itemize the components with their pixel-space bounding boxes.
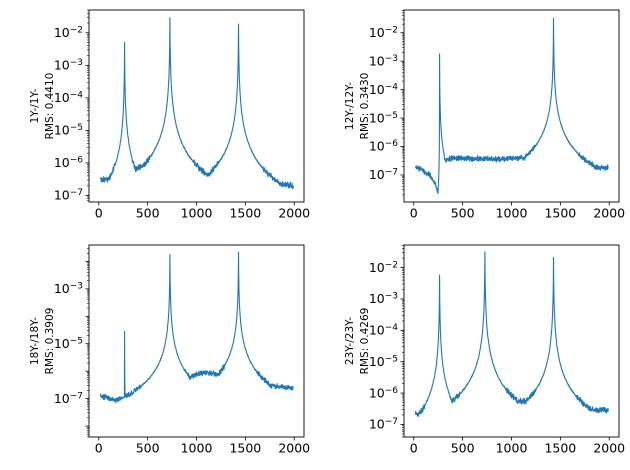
- y-tick-label: 10−3: [369, 291, 398, 306]
- series-name-label: 1Y-/1Y-: [29, 88, 41, 123]
- y-tick-label: 10−3: [369, 53, 398, 68]
- y-tick-label: 10−3: [54, 281, 83, 296]
- y-tick-label: 10−7: [54, 391, 83, 406]
- x-tick-label: 1500: [229, 441, 261, 456]
- x-axis-1y: 0 500 1000 1500 2000: [95, 202, 310, 221]
- x-tick-label: 1500: [544, 441, 576, 456]
- y-tick-label: 10−4: [54, 90, 83, 105]
- series-name-label: 23Y-/23Y-: [344, 317, 356, 365]
- y-axis-label-23y: 23Y-/23Y- RMS: 0.4269: [344, 308, 371, 375]
- x-tick-label: 2000: [278, 206, 310, 221]
- x-axis-23y: 0 500 1000 1500 2000: [410, 437, 625, 456]
- x-tick-label: 2000: [278, 441, 310, 456]
- rms-value-label: RMS: 0.4269: [359, 308, 371, 375]
- subplot-18y-plot: 10−7 10−5 10−3 0 500 1000 1500 2000 18Y-/18Y- RMS…: [29, 244, 310, 456]
- x-tick-label: 1500: [544, 206, 576, 221]
- y-axis-23y: 10−7 10−6 10−5 10−4 10−3 10−2: [369, 245, 404, 438]
- y-tick-label: 10−3: [54, 58, 83, 73]
- subplot-23y: 10−7 10−6 10−5 10−4 10−3 10−2 0 500 1000 1500 2000…: [315, 235, 630, 470]
- y-axis-12y: 10−7 10−6 10−5 10−4 10−3 10−2: [369, 10, 404, 196]
- y-tick-label: 10−4: [369, 323, 398, 338]
- x-tick-label: 2000: [593, 206, 625, 221]
- rms-value-label: RMS: 0.4410: [44, 73, 56, 140]
- axes-spines: [403, 9, 620, 203]
- y-tick-label: 10−7: [369, 167, 398, 182]
- y-tick-label: 10−5: [54, 336, 83, 351]
- y-tick-label: 10−7: [54, 188, 83, 203]
- y-tick-label: 10−4: [369, 82, 398, 97]
- subplot-12y-plot: 10−7 10−6 10−5 10−4 10−3 10−2 0 500 1000 1500 2000…: [344, 9, 625, 221]
- y-tick-label: 10−2: [369, 260, 398, 275]
- y-tick-label: 10−6: [369, 139, 398, 154]
- subplot-1y-plot: 10−7 10−6 10−5 10−4 10−3 10−2 0 500 1000 1500 2000…: [29, 9, 310, 221]
- x-tick-label: 500: [136, 206, 160, 221]
- x-axis-18y: 0 500 1000 1500 2000: [95, 437, 310, 456]
- x-tick-label: 1000: [181, 206, 213, 221]
- subplot-12y: 10−7 10−6 10−5 10−4 10−3 10−2 0 500 1000 1500 2000…: [315, 0, 630, 235]
- series-line-1y: [99, 17, 294, 190]
- x-tick-label: 500: [136, 441, 160, 456]
- series-name-label: 12Y-/12Y-: [344, 82, 356, 130]
- y-axis-1y: 10−7 10−6 10−5 10−4 10−3 10−2: [54, 9, 89, 203]
- axes-spines: [88, 9, 305, 203]
- x-tick-label: 0: [410, 441, 418, 456]
- series-name-label: 18Y-/18Y-: [29, 317, 41, 365]
- series-line-18y: [99, 251, 294, 404]
- y-tick-label: 10−5: [369, 354, 398, 369]
- subplot-23y-plot: 10−7 10−6 10−5 10−4 10−3 10−2 0 500 1000 1500 2000…: [344, 244, 625, 456]
- x-axis-12y: 0 500 1000 1500 2000: [410, 202, 625, 221]
- x-tick-label: 0: [95, 441, 103, 456]
- y-tick-label: 10−5: [369, 110, 398, 125]
- y-axis-18y: 10−7 10−5 10−3: [54, 248, 89, 438]
- y-axis-label-18y: 18Y-/18Y- RMS: 0.3909: [29, 308, 56, 375]
- rms-value-label: RMS: 0.3909: [44, 308, 56, 375]
- x-tick-label: 0: [410, 206, 418, 221]
- x-tick-label: 1000: [496, 441, 528, 456]
- y-axis-label-12y: 12Y-/12Y- RMS: 0.3430: [344, 73, 371, 140]
- rms-value-label: RMS: 0.3430: [359, 73, 371, 140]
- y-tick-label: 10−2: [54, 25, 83, 40]
- x-tick-label: 500: [451, 441, 475, 456]
- y-tick-label: 10−2: [369, 25, 398, 40]
- series-line-12y: [414, 17, 609, 195]
- subplot-18y: 10−7 10−5 10−3 0 500 1000 1500 2000 18Y-/18Y- RMS…: [0, 235, 315, 470]
- y-tick-label: 10−6: [369, 385, 398, 400]
- y-axis-label-1y: 1Y-/1Y- RMS: 0.4410: [29, 73, 56, 140]
- axes-spines: [88, 244, 305, 438]
- x-tick-label: 0: [95, 206, 103, 221]
- x-tick-label: 500: [451, 206, 475, 221]
- series-line-23y: [414, 251, 609, 417]
- y-tick-label: 10−7: [369, 417, 398, 432]
- x-tick-label: 1000: [181, 441, 213, 456]
- x-tick-label: 1500: [229, 206, 261, 221]
- x-tick-label: 1000: [496, 206, 528, 221]
- x-tick-label: 2000: [593, 441, 625, 456]
- y-tick-label: 10−6: [54, 155, 83, 170]
- subplot-1y: 10−7 10−6 10−5 10−4 10−3 10−2 0 500 1000 1500 2000…: [0, 0, 315, 235]
- y-tick-label: 10−5: [54, 123, 83, 138]
- axes-spines: [403, 244, 620, 438]
